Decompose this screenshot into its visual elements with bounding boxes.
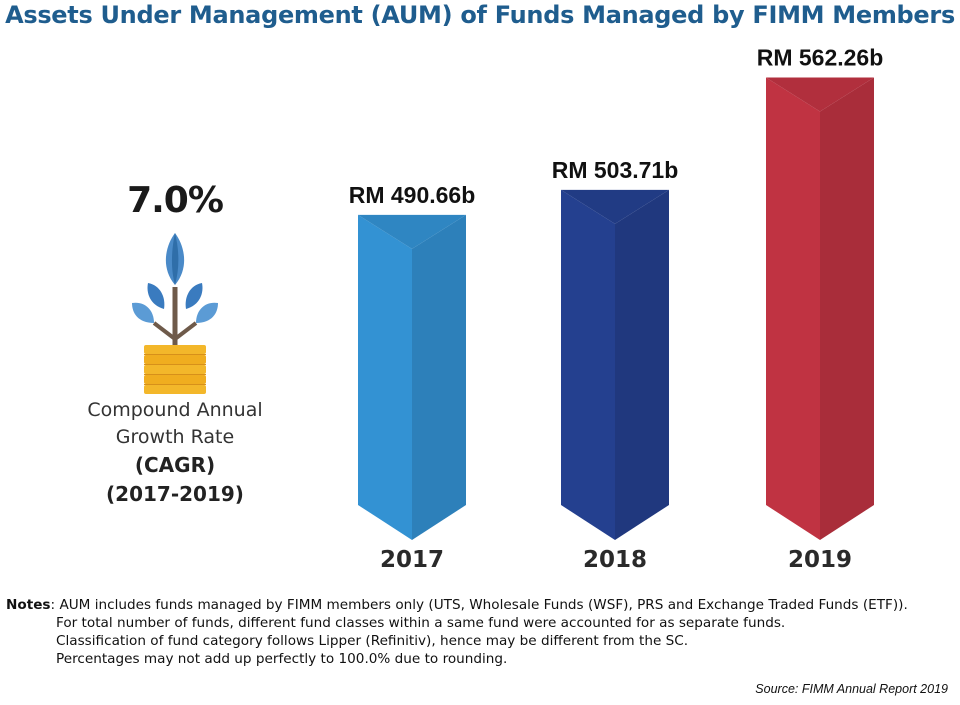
notes-section: Notes: AUM includes funds managed by FIM… <box>6 596 956 668</box>
bar-chart: RM 490.66b 2017 RM 503.71b 2018 RM 562.26b 20… <box>349 44 884 573</box>
category-label-2017: 2017 <box>380 547 444 573</box>
chart-title: Assets Under Management (AUM) of Funds M… <box>5 1 955 29</box>
notes-heading: Notes <box>6 597 51 613</box>
notes-text-1: AUM includes funds managed by FIMM membe… <box>59 597 908 613</box>
bar-2017 <box>358 214 466 540</box>
category-label-2018: 2018 <box>583 547 647 573</box>
cagr-label-line2: Growth Rate <box>115 426 235 448</box>
plant-coins-icon <box>132 233 218 394</box>
notes-line-1: Notes: AUM includes funds managed by FIM… <box>6 597 908 613</box>
bar-2019 <box>766 77 874 540</box>
bar-2018 <box>561 189 669 540</box>
value-label-2019: RM 562.26b <box>757 44 884 70</box>
value-label-2018: RM 503.71b <box>552 157 679 183</box>
value-label-2017: RM 490.66b <box>349 182 476 208</box>
category-label-2019: 2019 <box>788 547 852 573</box>
cagr-label-line4: (2017-2019) <box>106 482 244 506</box>
notes-text-4: Percentages may not add up perfectly to … <box>56 651 508 667</box>
cagr-value: 7.0% <box>127 180 224 221</box>
cagr-panel: 7.0% Compound Annual Growth Rate (CAGR) … <box>70 180 280 509</box>
notes-text-2: For total number of funds, different fun… <box>56 615 786 631</box>
cagr-label-line1: Compound Annual <box>87 399 263 421</box>
notes-text-3: Classification of fund category follows … <box>56 633 689 649</box>
source-note: Source: FIMM Annual Report 2019 <box>755 682 948 696</box>
cagr-label-line3: (CAGR) <box>134 453 216 477</box>
